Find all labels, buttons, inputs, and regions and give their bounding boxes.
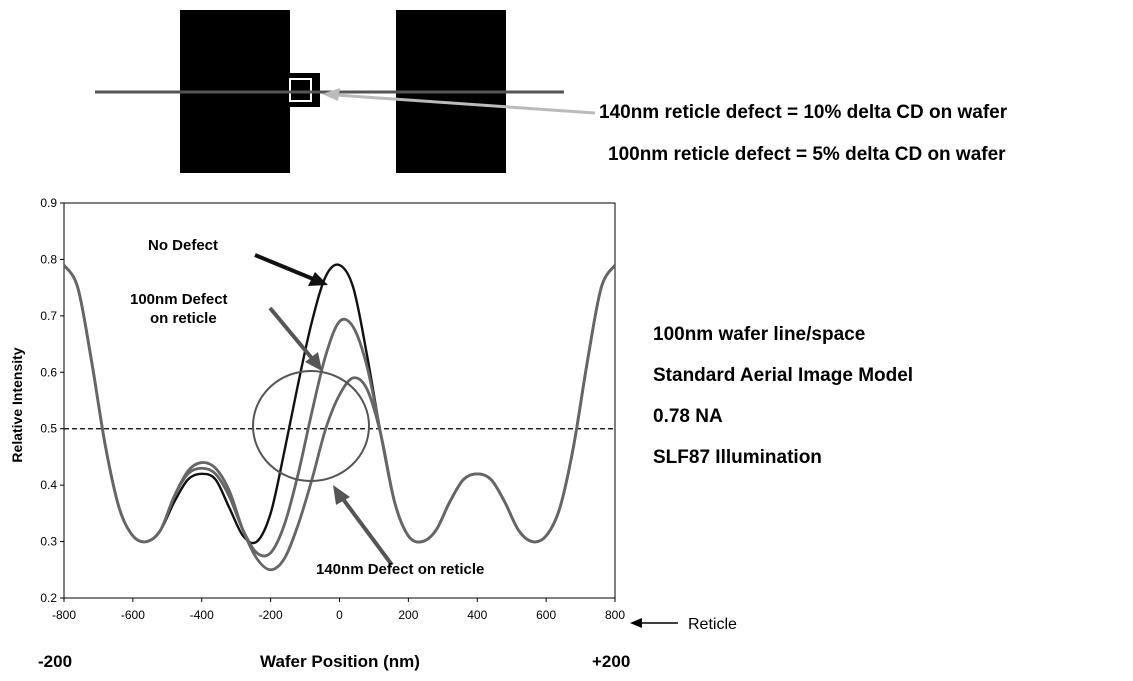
y-tick-label: 0.9	[40, 196, 57, 210]
reticle-arrowhead	[630, 618, 642, 628]
wafer-axis-right: +200	[592, 652, 630, 671]
wafer-axis-title: Wafer Position (nm)	[260, 652, 420, 671]
series-line-3	[62, 264, 617, 572]
y-tick-label: 0.5	[40, 422, 57, 436]
label-100nm-line1: 100nm Defect	[130, 291, 228, 308]
x-tick-label: -600	[121, 608, 145, 622]
reticle-axis-pointer	[630, 618, 678, 628]
x-tick-label: 600	[536, 608, 556, 622]
label-140nm: 140nm Defect on reticle	[316, 561, 484, 578]
plot-area	[63, 202, 616, 599]
defect-pointer-arrowhead	[322, 88, 340, 101]
series-line-2	[62, 264, 617, 558]
plot-frame	[63, 202, 616, 599]
arrow-100nm	[268, 306, 317, 364]
y-tick-label: 0.2	[40, 591, 57, 605]
y-tick-label: 0.3	[40, 535, 57, 549]
annotation-140nm: 140nm reticle defect = 10% delta CD on w…	[599, 102, 1008, 123]
note-model: Standard Aerial Image Model	[653, 365, 913, 386]
arrow-140nm	[338, 493, 394, 567]
y-tick-label: 0.7	[40, 309, 57, 323]
arrow-no-defect	[254, 253, 319, 283]
note-illumination: SLF87 Illumination	[653, 447, 822, 468]
label-no-defect: No Defect	[148, 237, 218, 254]
x-tick-label: 0	[336, 608, 343, 622]
defect-marker	[289, 78, 312, 102]
x-tick-label: -800	[52, 608, 76, 622]
reticle-label: Reticle	[688, 616, 737, 633]
wafer-axis-left: -200	[38, 652, 72, 671]
label-100nm-line2: on reticle	[150, 310, 217, 327]
arrowhead-100nm	[305, 352, 322, 371]
x-axis: -800 -600 -400 -200 0 200 400 600 800	[52, 598, 625, 622]
arrowhead-no-defect	[308, 272, 328, 286]
series-group	[62, 263, 617, 572]
reticle-schematic	[95, 10, 596, 173]
x-tick-label: -400	[190, 608, 214, 622]
note-na: 0.78 NA	[653, 406, 723, 427]
y-axis: 0.2 0.3 0.4 0.5 0.6 0.7 0.8 0.9	[40, 196, 64, 605]
y-tick-label: 0.8	[40, 252, 57, 266]
highlight-ellipse	[252, 370, 370, 482]
x-tick-label: 800	[605, 608, 625, 622]
annotation-arrows	[254, 253, 394, 567]
x-tick-label: 200	[398, 608, 418, 622]
y-tick-label: 0.4	[40, 478, 57, 492]
arrowhead-140nm	[333, 485, 350, 505]
note-line-space: 100nm wafer line/space	[653, 324, 865, 345]
defect-pointer-arrow	[335, 93, 596, 115]
annotation-100nm: 100nm reticle defect = 5% delta CD on wa…	[608, 144, 1006, 165]
x-tick-label: -200	[259, 608, 283, 622]
y-axis-label: Relative Intensity	[9, 347, 25, 462]
y-tick-label: 0.6	[40, 365, 57, 379]
x-tick-label: 400	[467, 608, 487, 622]
